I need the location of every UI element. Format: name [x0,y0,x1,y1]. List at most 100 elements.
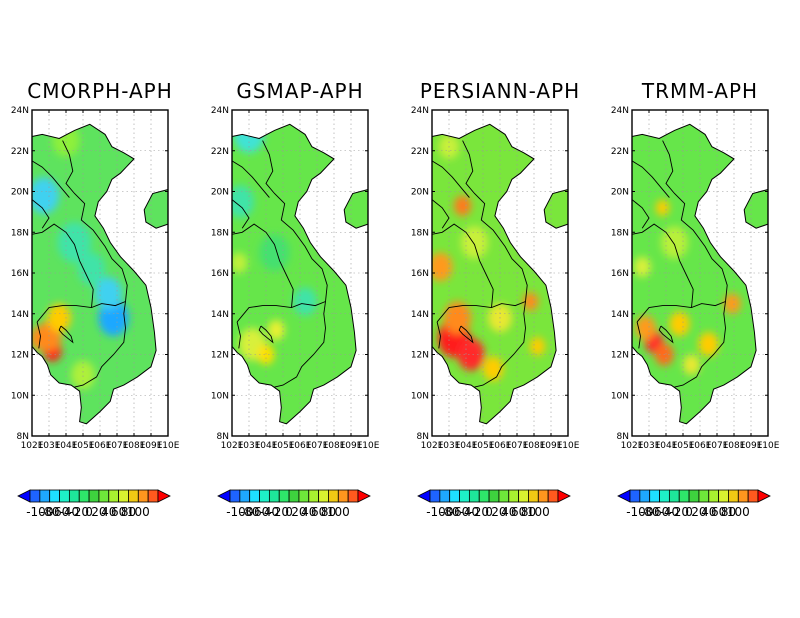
colorbar-box [259,489,270,503]
colorbar-box [108,489,120,503]
country-border [436,301,526,323]
colorbar-label: 100 [327,505,350,519]
lon-tick-label: 110E [357,441,380,451]
panel-2: GSMAP-APH 8N 10N 12N 14N 16N 18N 20N 22N 24N 102E… [211,79,380,519]
lat-tick-label: 10N [11,391,29,401]
lake-outline [458,325,474,344]
colorbar-box [698,489,710,503]
panel-3: PERSIANN-APH 8N 10N 12N 14N 16N 18N 20N 22N 24N 1… [411,79,580,519]
country-border [431,160,470,198]
panel-3-title: PERSIANN-APH [420,79,580,103]
lon-tick-label: 106E [89,441,112,451]
colorbar-low-arrow [217,489,231,503]
country-border [662,140,728,388]
colorbar-label: 60 [511,505,526,519]
lon-tick-label: 102E [21,441,44,451]
field-patch [669,311,690,337]
colorbar-label: 60 [111,505,126,519]
colorbar-label: 40 [301,505,316,519]
lat-tick-label: 12N [11,351,29,361]
lat-tick-label: 20N [611,188,629,198]
colorbar-box [488,489,500,503]
colorbar-box [688,489,700,503]
lat-tick-label: 14N [11,310,29,320]
colorbar-box [328,489,339,503]
coastline [431,123,557,425]
precip-field [32,124,168,424]
colorbar-high-arrow [557,489,571,503]
colorbar-box [728,489,739,503]
field-patch [633,256,651,278]
colorbar-box [318,489,329,503]
colorbar-label: -20 [469,505,489,519]
panel-4: TRMM-APH 8N10N12N14N16N18N20N22N24N102E1… [611,79,780,519]
lat-tick-label: 18N [11,228,29,238]
panel-2-map [231,110,369,436]
colorbar-box [229,489,241,503]
coastline [231,123,357,425]
colorbar-low-arrow [17,489,31,503]
panel-4-title: TRMM-APH [641,79,758,103]
lat-tick-label: 10N [211,391,229,401]
lon-tick-label: 106E [489,441,512,451]
country-border [262,140,328,388]
lon-tick-label: 105E [72,441,95,451]
colorbar-box [518,489,529,503]
colorbar-label: 100 [527,505,550,519]
country-border [631,223,694,308]
lon-tick-label: 107E [306,441,329,451]
lat-tick-label: 20N [211,188,229,198]
lon-tick-label: 106E [289,441,312,451]
colorbar-label: 80 [121,505,136,519]
colorbar-label: -80 [640,505,660,519]
colorbar-low-arrow [417,489,431,503]
colorbar-label: 20 [491,505,506,519]
country-border [231,223,294,308]
colorbar-label: 80 [521,505,536,519]
colorbar-box [278,489,290,503]
country-border [236,301,326,323]
lat-tick-label: 14N [411,310,429,320]
lat-tick-label: 22N [611,147,629,157]
lon-tick-label: 108E [123,441,146,451]
panel-3-map [431,110,569,436]
lon-tick-label: 108E [523,441,546,451]
field-patch [232,252,248,273]
colorbar-box [747,489,759,503]
lat-tick-label: 22N [411,147,429,157]
colorbar-box [128,489,139,503]
panel-3-axes: 8N10N12N14N16N18N20N22N24N102E103E104E10… [411,106,580,451]
colorbar-box [718,489,729,503]
colorbar-label: -40 [660,505,680,519]
field-patch [683,354,700,375]
country-border [31,160,70,198]
colorbar-box [308,489,320,503]
field-patch [47,303,72,333]
field-patch [432,252,453,282]
lon-tick-label: 106E [689,441,712,451]
colorbar-box [449,489,460,503]
lat-tick-label: 16N [611,269,629,279]
country-border [231,199,250,229]
colorbar-label: 20 [691,505,706,519]
field-patch [483,356,504,381]
colorbar-label: 0 [685,505,693,519]
panel-4-map [631,110,769,436]
colorbar-box [88,489,100,503]
lon-tick-label: 104E [455,441,478,451]
lon-tick-label: 104E [655,441,678,451]
country-border [431,223,494,308]
colorbar-box [528,489,539,503]
field-patch [232,185,255,218]
field-patches [32,124,129,390]
lat-tick-label: 18N [611,228,629,238]
panel-1-title: CMORPH-APH [27,79,173,103]
lake-outline [658,325,674,344]
colorbar-box [508,489,520,503]
lon-tick-label: 102E [621,441,644,451]
field-patch [77,252,106,286]
lon-tick-label: 103E [438,441,461,451]
field-patch [457,338,485,371]
